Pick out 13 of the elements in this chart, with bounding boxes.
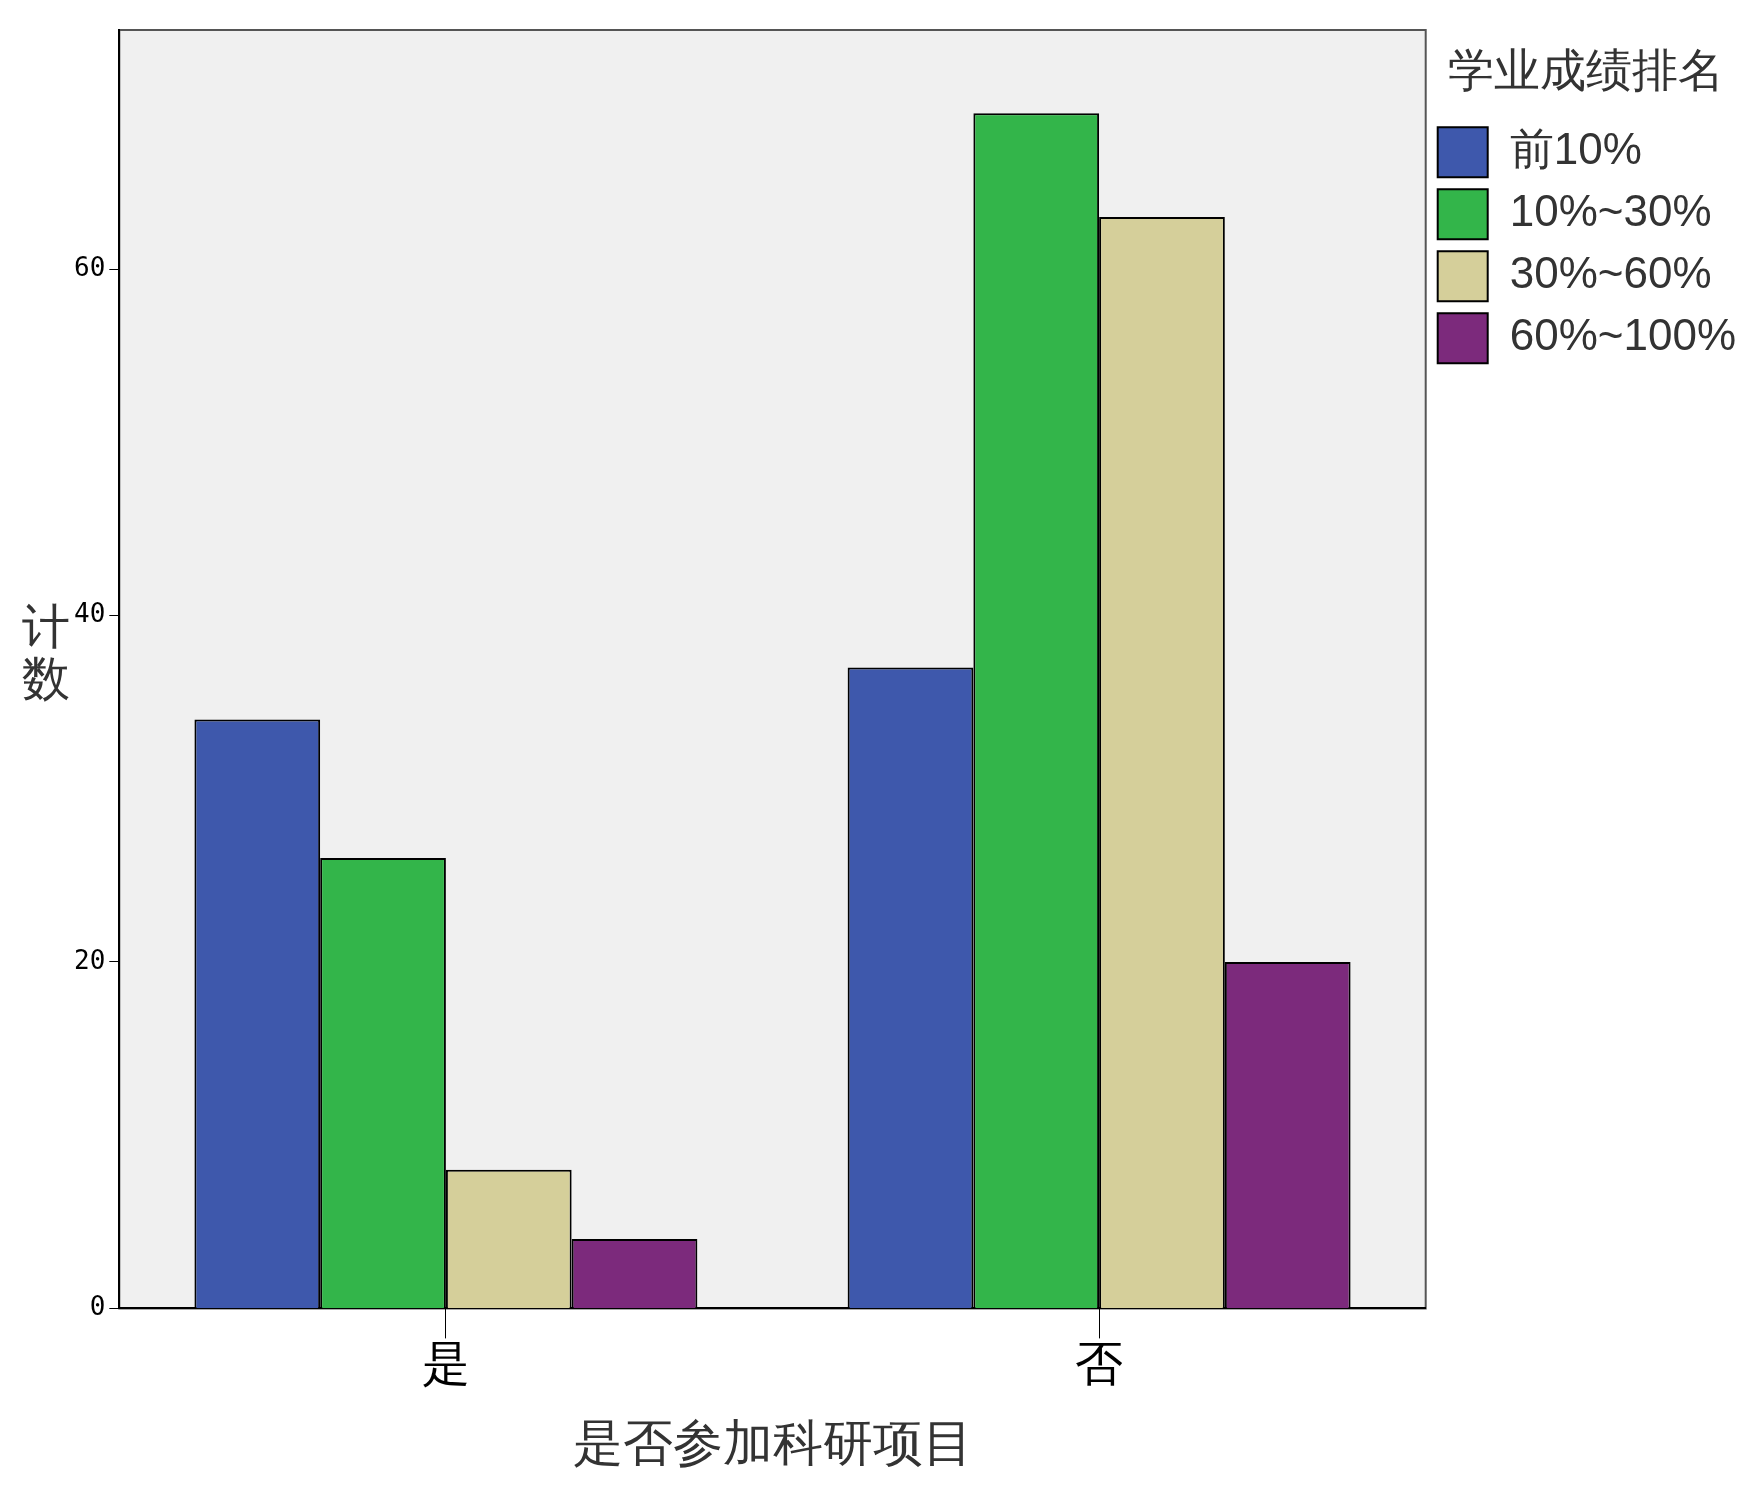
- y-tick-label: 0: [89, 1291, 106, 1322]
- x-tick-label: 是: [421, 1337, 470, 1391]
- y-axis-title: 计数: [21, 598, 71, 706]
- legend-title: 学业成绩排名: [1447, 43, 1724, 96]
- y-tick-label: 60: [73, 251, 106, 282]
- x-axis-title: 是否参加科研项目: [572, 1414, 973, 1471]
- legend-label: 60%~100%: [1509, 310, 1736, 360]
- y-tick-label: 20: [73, 944, 106, 975]
- legend-label: 10%~30%: [1509, 186, 1712, 236]
- legend-label: 30%~60%: [1509, 248, 1712, 298]
- y-tick-label: 40: [73, 598, 106, 629]
- legend-label: 前10%: [1509, 124, 1642, 174]
- x-tick-label: 否: [1075, 1337, 1124, 1391]
